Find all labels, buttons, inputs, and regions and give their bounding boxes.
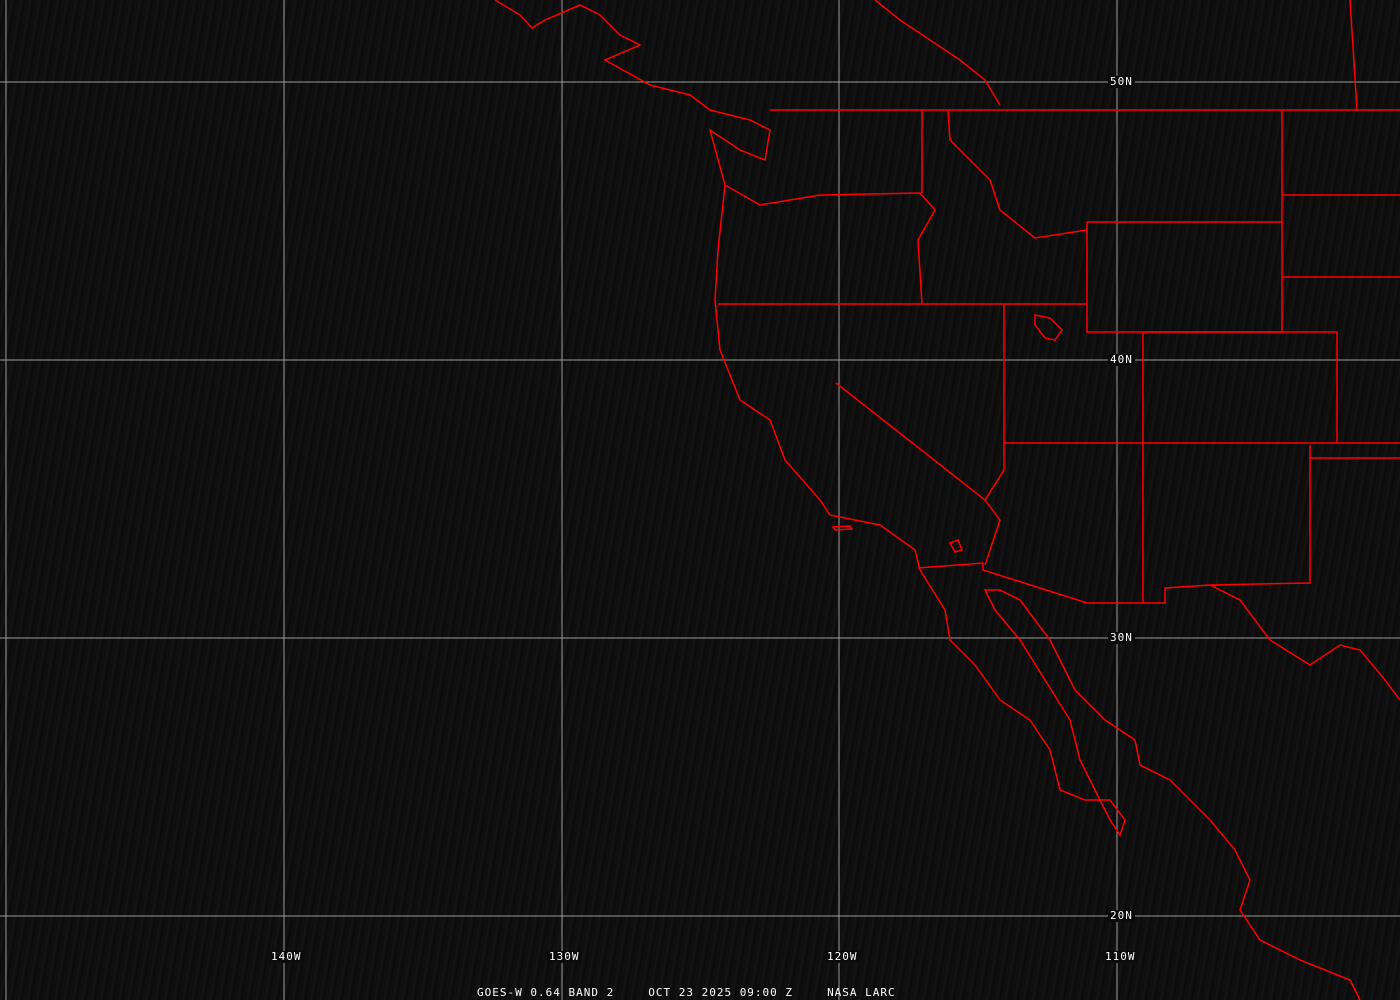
- border-wa-or: [724, 184, 936, 305]
- channel-islands: [831, 525, 854, 531]
- coastline-pacific: [494, 0, 1361, 1000]
- border-wy: [1086, 221, 1283, 333]
- lon-label-130w: 130W: [547, 950, 582, 963]
- border-co: [1143, 331, 1338, 443]
- lon-label-140w: 140W: [269, 950, 304, 963]
- borders: [494, 0, 1400, 1000]
- salton-sea: [948, 539, 964, 553]
- border-id-mt: [947, 109, 1088, 239]
- caption-source: NASA LARC: [827, 986, 896, 999]
- lat-label-40n: 40N: [1108, 353, 1135, 366]
- border-ca-nv: [835, 382, 1001, 566]
- great-salt-lake: [1034, 314, 1063, 341]
- caption-satellite: GOES-W 0.64 BAND 2: [477, 986, 615, 999]
- lon-label-120w: 120W: [825, 950, 860, 963]
- border-canada-prov: [1349, 0, 1358, 111]
- lat-label-30n: 30N: [1108, 631, 1135, 644]
- image-caption: GOES-W 0.64 BAND 2 OCT 23 2025 09:00 Z NAS…: [477, 986, 930, 999]
- coastline-canada: [874, 0, 1001, 106]
- border-nv-ut: [984, 304, 1005, 501]
- caption-datetime: OCT 23 2025 09:00 Z: [648, 986, 794, 999]
- lat-label-50n: 50N: [1108, 75, 1135, 88]
- border-us-mexico: [917, 562, 1211, 604]
- border-nm-tx: [1209, 445, 1311, 586]
- coastline-mexico-east: [1209, 584, 1400, 701]
- lon-label-110w: 110W: [1103, 950, 1138, 963]
- lat-label-20n: 20N: [1108, 909, 1135, 922]
